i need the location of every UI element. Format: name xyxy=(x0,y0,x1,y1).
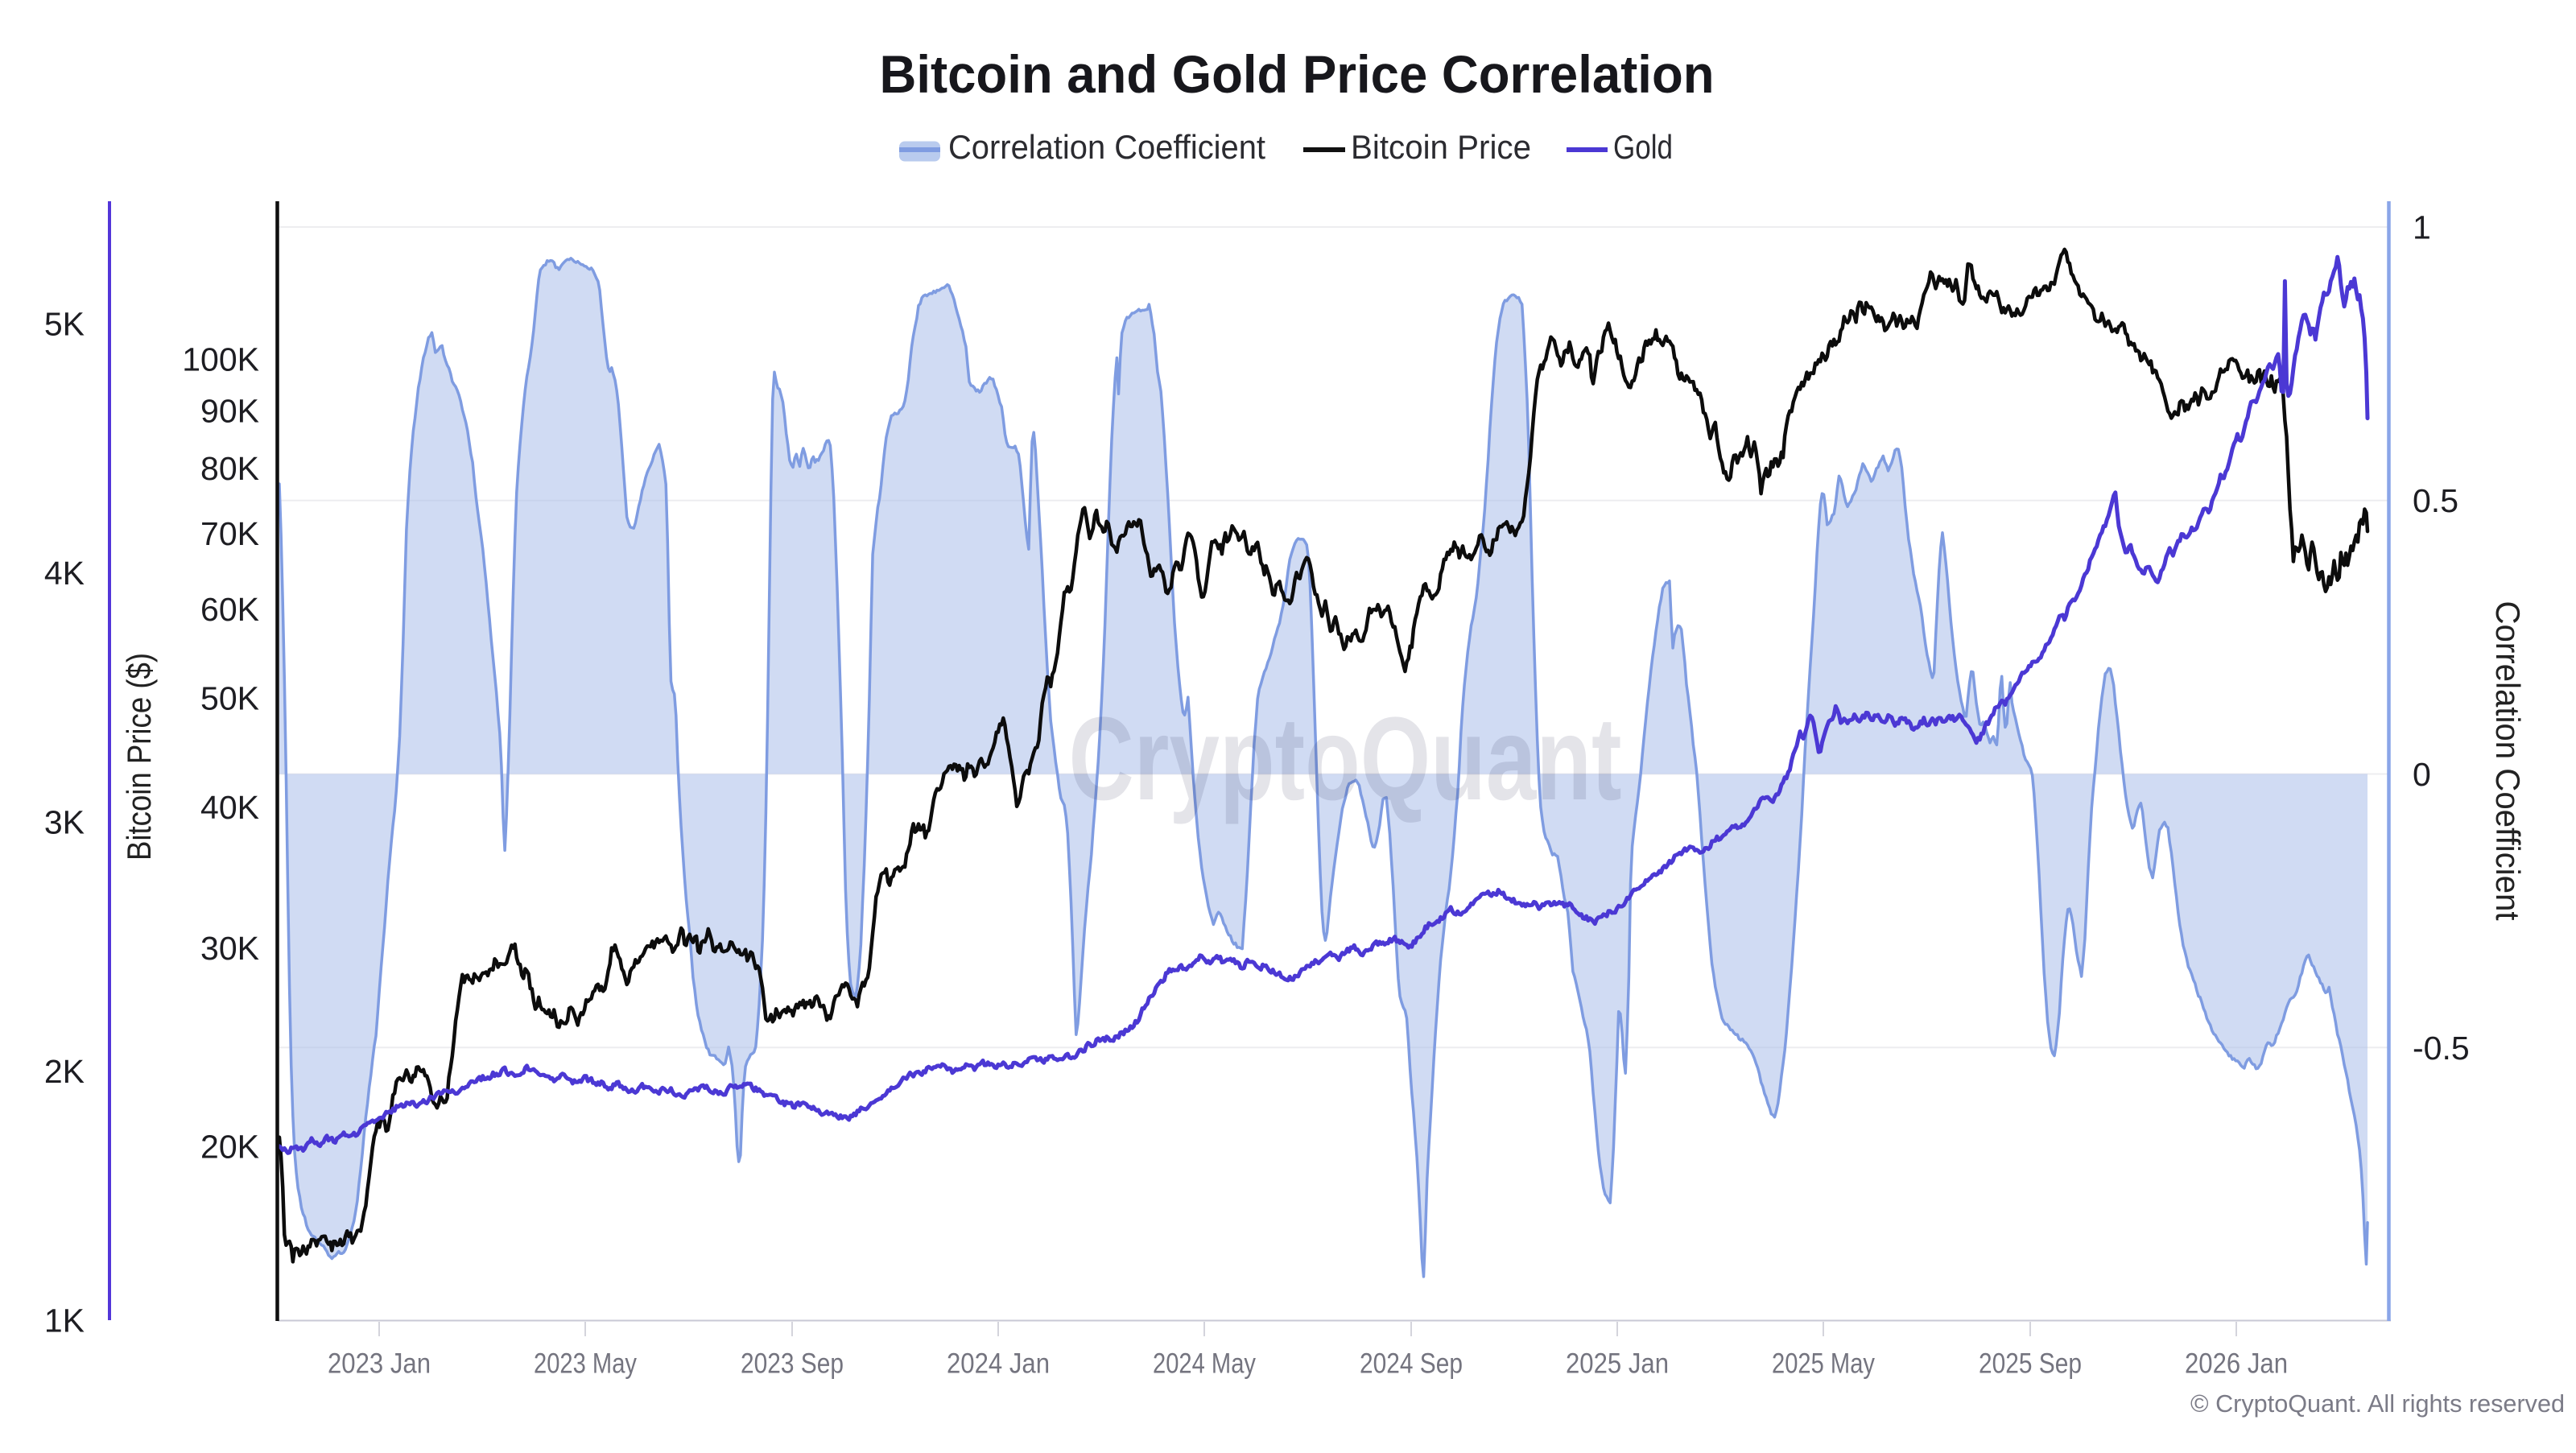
svg-text:Bitcoin Price ($): Bitcoin Price ($) xyxy=(120,653,158,861)
svg-text:2K: 2K xyxy=(44,1053,85,1090)
svg-text:20K: 20K xyxy=(200,1128,259,1165)
svg-text:40K: 40K xyxy=(200,789,259,826)
svg-text:2024 May: 2024 May xyxy=(1153,1348,1256,1380)
svg-text:2025 May: 2025 May xyxy=(1772,1348,1875,1380)
svg-text:90K: 90K xyxy=(200,393,259,430)
svg-text:CryptoQuant: CryptoQuant xyxy=(1069,693,1622,825)
svg-text:2025 Jan: 2025 Jan xyxy=(1566,1348,1669,1380)
svg-text:2024 Jan: 2024 Jan xyxy=(947,1348,1050,1380)
svg-text:0: 0 xyxy=(2413,756,2431,793)
svg-text:1: 1 xyxy=(2413,209,2431,246)
svg-text:Correlation Coefficient: Correlation Coefficient xyxy=(2489,601,2527,921)
svg-text:2023 Jan: 2023 Jan xyxy=(328,1348,431,1380)
svg-text:70K: 70K xyxy=(200,515,259,552)
svg-text:Bitcoin and Gold Price Correla: Bitcoin and Gold Price Correlation xyxy=(880,44,1715,104)
svg-text:60K: 60K xyxy=(200,591,259,628)
svg-text:100K: 100K xyxy=(182,341,259,378)
svg-text:30K: 30K xyxy=(200,930,259,967)
svg-text:2023 May: 2023 May xyxy=(534,1348,637,1380)
svg-text:80K: 80K xyxy=(200,450,259,487)
svg-text:0.5: 0.5 xyxy=(2413,482,2458,519)
svg-text:3K: 3K xyxy=(44,804,85,841)
svg-text:1K: 1K xyxy=(44,1302,85,1339)
svg-text:© CryptoQuant. All rights rese: © CryptoQuant. All rights reserved xyxy=(2190,1389,2565,1418)
svg-text:Gold: Gold xyxy=(1613,128,1673,166)
svg-text:50K: 50K xyxy=(200,680,259,717)
svg-text:Correlation Coefficient: Correlation Coefficient xyxy=(948,128,1265,166)
svg-text:2025 Sep: 2025 Sep xyxy=(1979,1348,2082,1380)
svg-text:4K: 4K xyxy=(44,555,85,592)
svg-text:5K: 5K xyxy=(44,306,85,343)
svg-text:Bitcoin Price: Bitcoin Price xyxy=(1351,128,1531,166)
svg-text:2026 Jan: 2026 Jan xyxy=(2185,1348,2288,1380)
svg-text:-0.5: -0.5 xyxy=(2413,1030,2470,1067)
svg-text:2023 Sep: 2023 Sep xyxy=(741,1348,844,1380)
svg-text:2024 Sep: 2024 Sep xyxy=(1360,1348,1463,1380)
